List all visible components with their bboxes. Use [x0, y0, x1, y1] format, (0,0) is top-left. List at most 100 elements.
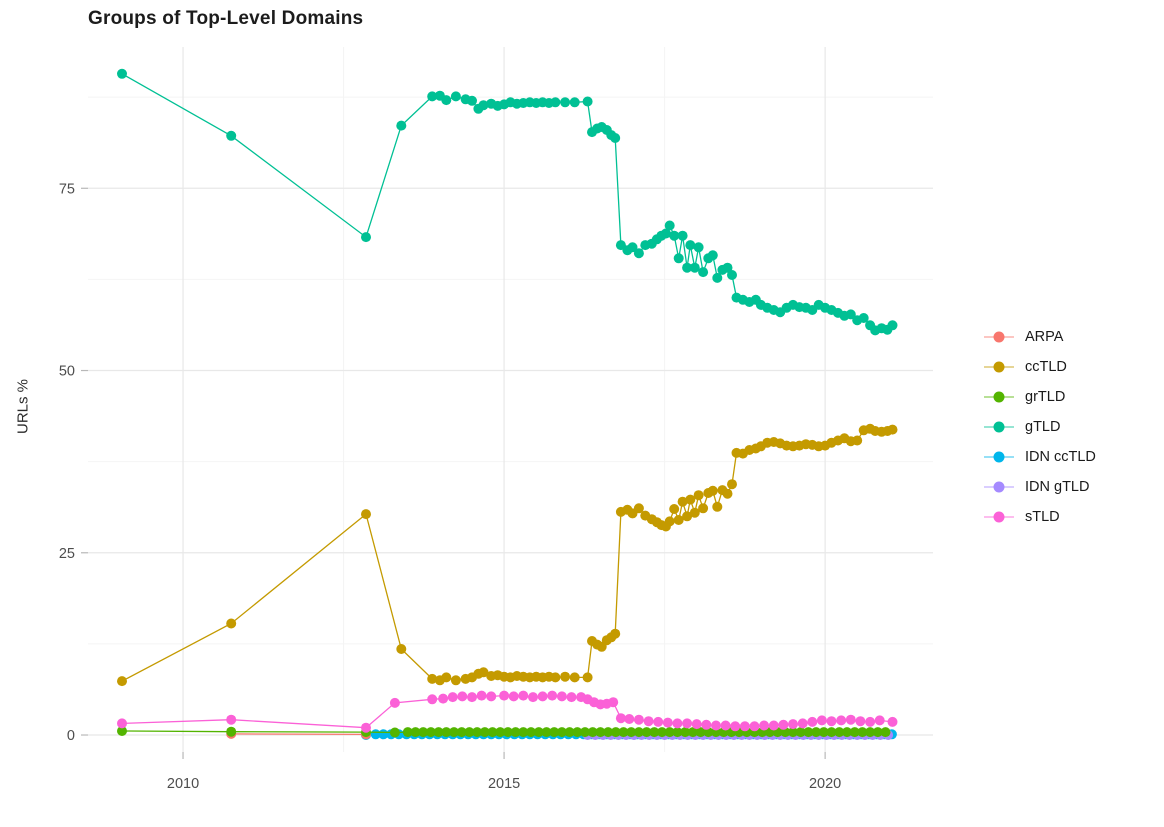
data-point: [361, 509, 371, 520]
legend: ARPA ccTLD grTLD gTLD IDN ccTLD IDN gTLD sTLD: [984, 326, 1096, 527]
data-point: [518, 690, 529, 701]
data-point: [526, 727, 536, 738]
data-point: [449, 727, 459, 738]
data-point: [441, 727, 452, 738]
legend-item-stld: sTLD: [984, 506, 1096, 527]
data-point: [664, 727, 675, 738]
data-point: [749, 721, 760, 732]
legend-label: IDN ccTLD: [1025, 448, 1096, 465]
data-point: [641, 727, 652, 738]
data-point: [698, 503, 709, 514]
legend-label: ccTLD: [1025, 358, 1067, 375]
data-point: [556, 691, 567, 702]
data-point: [566, 692, 577, 703]
data-point: [680, 727, 691, 738]
data-point: [478, 100, 489, 111]
data-point: [865, 716, 876, 727]
data-point: [610, 133, 621, 143]
data-point: [685, 494, 696, 505]
data-point: [608, 697, 619, 708]
data-point: [450, 91, 461, 102]
data-point: [603, 727, 614, 738]
data-point: [682, 718, 693, 729]
data-point: [818, 727, 829, 738]
data-point: [528, 692, 538, 703]
data-point: [117, 718, 127, 729]
data-point: [550, 97, 561, 108]
data-point: [689, 262, 700, 273]
data-point: [518, 727, 529, 738]
y-tick-label: 50: [59, 364, 75, 380]
data-point: [707, 485, 718, 496]
data-point: [693, 242, 704, 253]
legend-key-icon: [984, 451, 1014, 462]
legend-item-gtld: gTLD: [984, 416, 1096, 437]
data-point: [495, 727, 506, 738]
legend-label: sTLD: [1025, 508, 1060, 525]
data-point: [852, 435, 863, 446]
data-point: [687, 727, 698, 738]
data-point: [657, 727, 667, 738]
data-point: [226, 130, 237, 141]
x-tick-label: 2020: [809, 776, 841, 792]
data-point: [547, 690, 558, 701]
data-point: [499, 690, 510, 701]
data-point: [550, 672, 561, 683]
data-point: [560, 97, 571, 108]
data-point: [701, 719, 712, 730]
data-point: [664, 516, 675, 527]
data-point: [643, 716, 654, 727]
data-point: [653, 716, 664, 727]
data-point: [478, 667, 489, 678]
data-point: [845, 309, 856, 320]
data-point: [457, 691, 468, 702]
data-point: [467, 95, 477, 106]
data-point: [396, 120, 407, 131]
legend-item-idn-cctld: IDN ccTLD: [984, 446, 1096, 467]
data-point: [677, 230, 688, 241]
data-point: [425, 727, 436, 738]
data-point: [486, 691, 497, 702]
data-point: [117, 68, 127, 79]
data-point: [226, 726, 237, 737]
data-point: [618, 727, 629, 738]
data-point: [564, 727, 575, 738]
data-point: [669, 230, 680, 241]
legend-key-icon: [984, 361, 1014, 372]
data-point: [117, 726, 127, 736]
data-point: [845, 714, 856, 725]
data-point: [722, 488, 733, 499]
data-point: [587, 727, 598, 738]
data-point: [508, 691, 519, 702]
data-point: [849, 727, 860, 738]
legend-item-idn-gtld: IDN gTLD: [984, 476, 1096, 497]
data-point: [797, 718, 808, 729]
data-point: [456, 727, 467, 738]
data-point: [707, 250, 718, 261]
data-point: [624, 714, 635, 724]
data-point: [472, 727, 483, 738]
data-point: [361, 722, 371, 733]
data-point: [549, 727, 560, 738]
data-point: [834, 727, 845, 738]
data-point: [582, 96, 593, 107]
data-point: [887, 424, 898, 435]
legend-key-icon: [984, 331, 1014, 342]
data-point: [795, 727, 806, 738]
legend-key-icon: [984, 391, 1014, 402]
data-point: [677, 496, 688, 507]
data-point: [669, 504, 680, 514]
data-point: [633, 727, 644, 738]
data-point: [836, 715, 847, 726]
legend-item-arpa: ARPA: [984, 326, 1096, 347]
data-point: [712, 501, 723, 512]
data-point: [673, 253, 684, 264]
data-point: [872, 727, 883, 738]
data-point: [672, 718, 683, 729]
data-point: [467, 692, 477, 703]
data-point: [226, 618, 237, 629]
legend-label: gTLD: [1025, 418, 1061, 435]
data-point: [664, 220, 675, 231]
data-point: [610, 727, 621, 738]
data-point: [502, 727, 513, 738]
